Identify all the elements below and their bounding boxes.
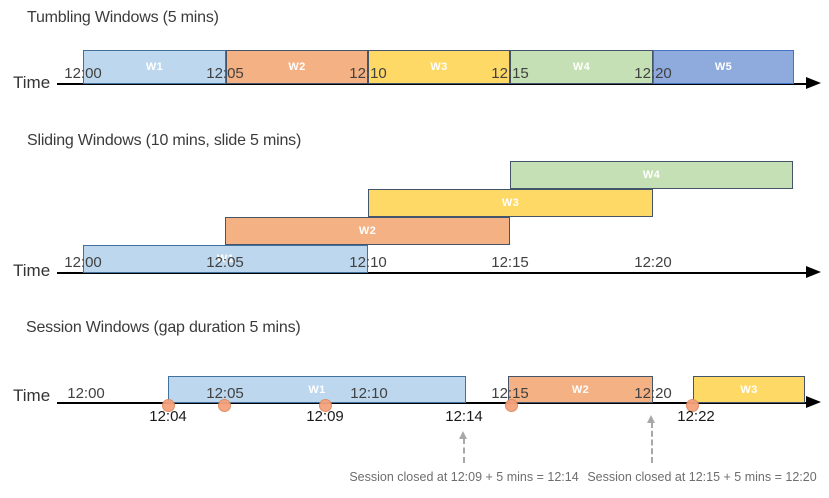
window-label-session-w2: W2 <box>571 383 590 396</box>
annotation-arrow-head <box>459 431 467 439</box>
annotation-arrow-head <box>647 415 655 423</box>
window-bar-tumbling-w3: W3 <box>368 50 510 84</box>
axis-tick-label-tumbling: 12:10 <box>349 65 387 82</box>
window-label-session-w3: W3 <box>740 383 758 396</box>
axis-tick-label-session: 12:00 <box>67 385 105 402</box>
tumbling-time-axis-label: Time <box>13 73 51 92</box>
event-dot <box>685 399 699 412</box>
window-bar-session-w2: W2 <box>508 376 653 403</box>
session-section-title: Session Windows (gap duration 5 mins) <box>26 319 301 336</box>
time-axis-line-session <box>57 402 806 404</box>
event-time-label: 12:14 <box>445 408 483 425</box>
window-bar-tumbling-w5: W5 <box>653 50 794 84</box>
axis-tick-label-session: 12:10 <box>350 385 388 402</box>
window-label-tumbling-w5: W5 <box>714 61 733 73</box>
window-label-tumbling-w3: W3 <box>430 61 448 73</box>
window-bar-session-w3: W3 <box>693 376 805 403</box>
window-bar-tumbling-w1: W1 <box>83 50 226 84</box>
time-axis-line-tumbling <box>57 83 806 85</box>
session-closed-annotation: Session closed at 12:15 + 5 mins = 12:20 <box>587 470 817 484</box>
window-bar-sliding-w1: W1 <box>83 245 368 273</box>
sliding-time-axis-label: Time <box>13 261 51 280</box>
axis-tick-label-tumbling: 12:20 <box>634 65 672 82</box>
axis-tick-label-session: 12:20 <box>634 385 672 402</box>
window-bar-session-w1: W1 <box>168 376 466 403</box>
axis-tick-label-sliding: 12:15 <box>491 254 529 271</box>
axis-tick-label-session: 12:15 <box>491 385 529 402</box>
sliding-section-title: Sliding Windows (10 mins, slide 5 mins) <box>27 132 302 149</box>
axis-tick-label-tumbling: 12:05 <box>206 65 244 82</box>
axis-tick-label-tumbling: 12:15 <box>491 65 529 82</box>
window-label-sliding-w2: W2 <box>358 225 377 237</box>
window-label-sliding-w1: W1 <box>216 253 235 265</box>
event-dot <box>504 399 518 412</box>
time-axis-arrowhead-tumbling <box>806 77 821 89</box>
annotation-arrow-line <box>463 438 465 463</box>
axis-tick-label-session: 12:05 <box>206 385 244 402</box>
window-label-tumbling-w4: W4 <box>572 61 591 73</box>
axis-tick-label-sliding: 12:00 <box>64 254 102 271</box>
window-label-tumbling-w2: W2 <box>288 61 306 73</box>
window-label-sliding-w3: W3 <box>501 197 520 209</box>
time-axis-arrowhead-session <box>806 396 821 408</box>
time-axis-line-sliding <box>57 272 806 274</box>
event-time-label: 12:09 <box>306 408 344 425</box>
session-time-axis-label: Time <box>13 386 51 405</box>
session-closed-annotation: Session closed at 12:09 + 5 mins = 12:14 <box>349 470 579 484</box>
axis-tick-label-sliding: 12:10 <box>349 254 387 271</box>
tumbling-section-title: Tumbling Windows (5 mins) <box>27 9 219 26</box>
annotation-arrow-line <box>651 422 653 463</box>
window-bar-tumbling-w4: W4 <box>510 50 653 84</box>
axis-tick-label-tumbling: 12:00 <box>64 65 102 82</box>
event-dot <box>318 399 332 412</box>
axis-tick-label-sliding: 12:05 <box>206 254 244 271</box>
event-dot <box>161 399 175 412</box>
window-label-session-w1: W1 <box>308 383 326 396</box>
window-label-sliding-w4: W4 <box>642 169 661 181</box>
window-bar-sliding-w3: W3 <box>368 189 653 217</box>
time-axis-arrowhead-sliding <box>806 266 821 278</box>
event-time-label: 12:22 <box>677 408 715 425</box>
axis-tick-label-sliding: 12:20 <box>634 254 672 271</box>
event-time-label: 12:04 <box>149 408 187 425</box>
window-label-tumbling-w1: W1 <box>145 61 164 73</box>
window-bar-sliding-w2: W2 <box>225 217 510 245</box>
event-dot <box>217 399 231 412</box>
window-bar-tumbling-w2: W2 <box>226 50 368 84</box>
window-bar-sliding-w4: W4 <box>510 161 793 189</box>
